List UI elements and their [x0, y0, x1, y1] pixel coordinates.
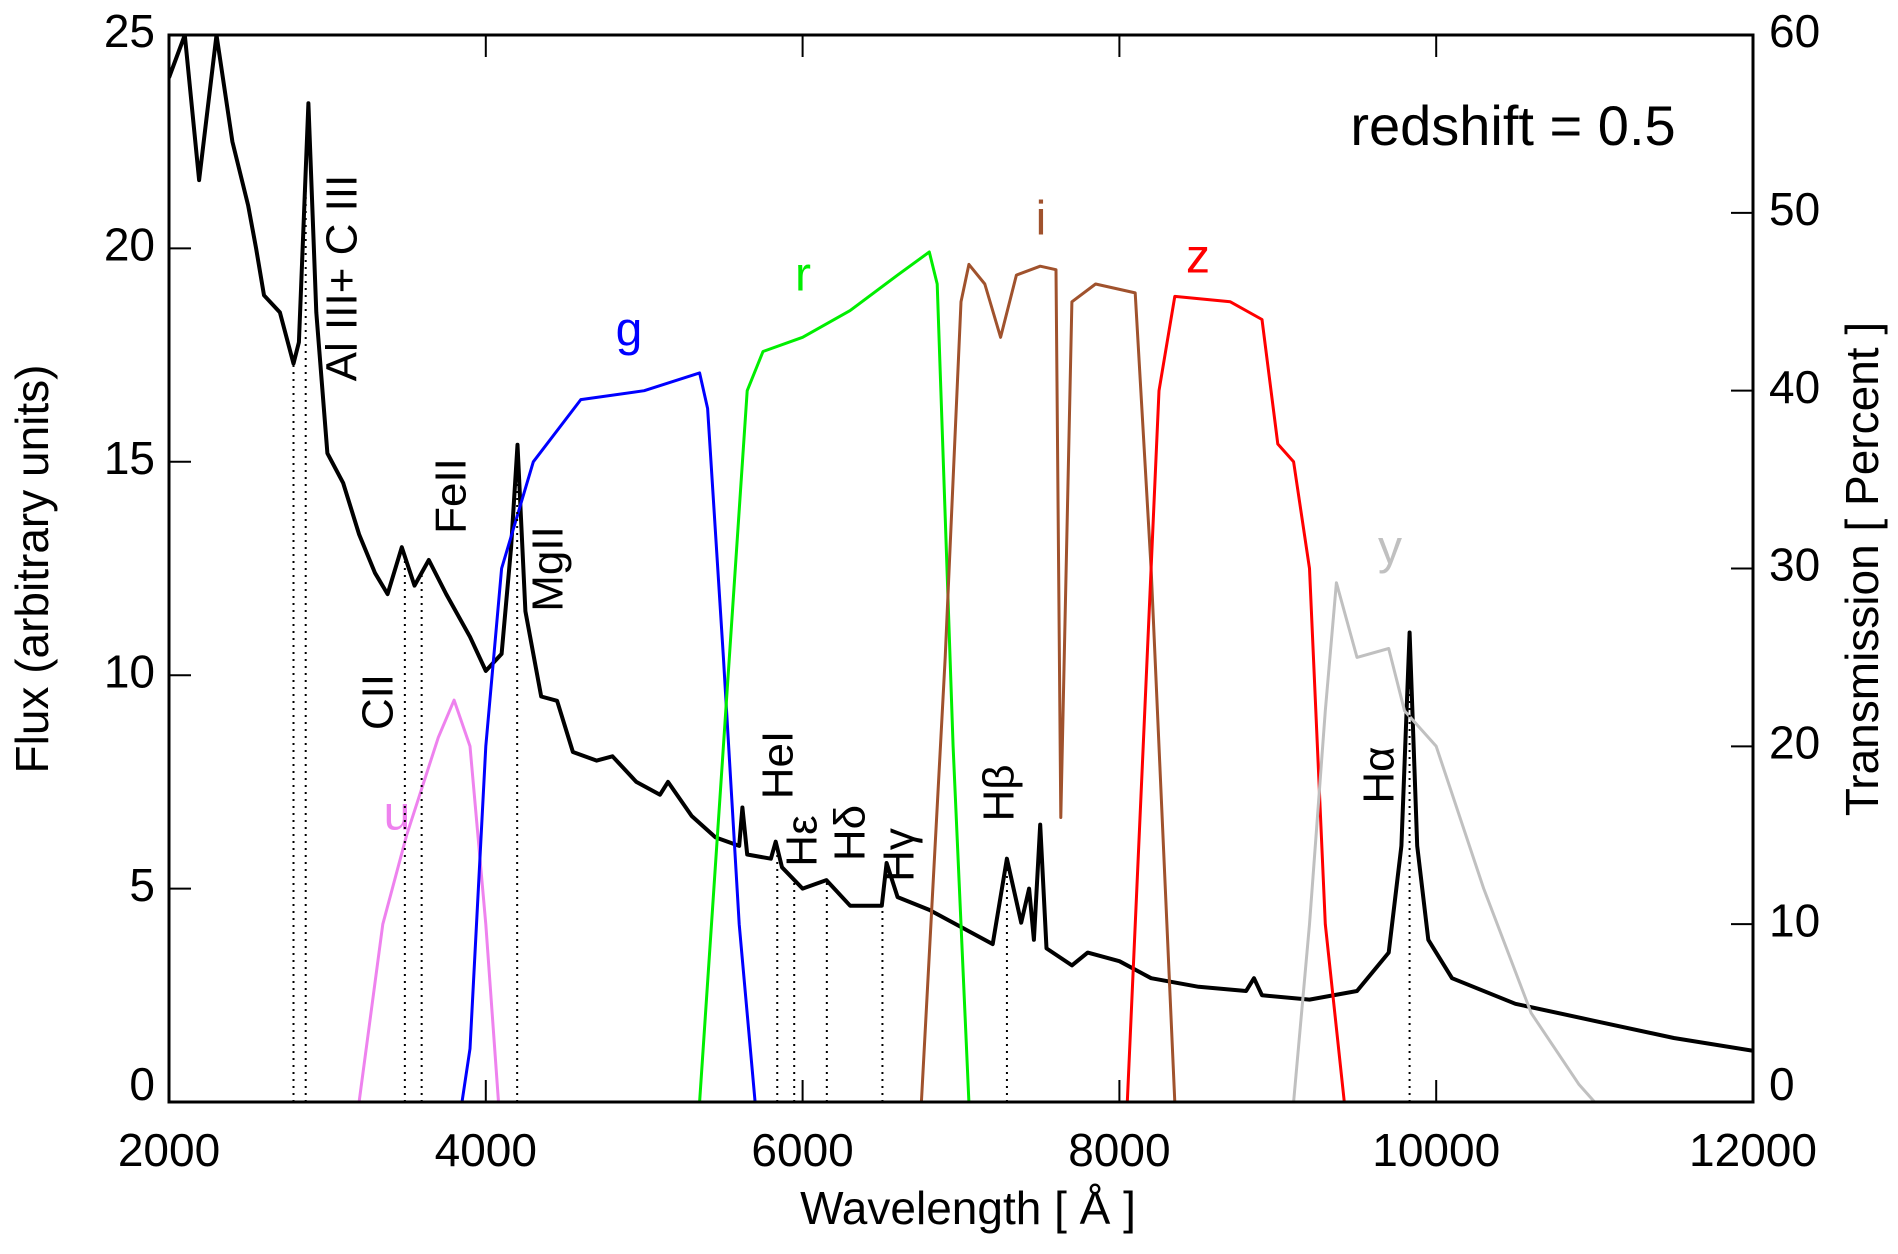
y2-tick-label: 30 [1769, 539, 1820, 591]
x-tick-label: 6000 [751, 1124, 853, 1176]
y2-tick-label: 50 [1769, 183, 1820, 235]
filter-label: i [1036, 193, 1047, 246]
filter-label: r [795, 249, 811, 302]
plot-frame [167, 33, 1755, 1104]
y-tick-label: 25 [104, 5, 155, 57]
line-label: MgII [524, 526, 573, 612]
y-tick-label: 0 [129, 1058, 155, 1110]
line-label: Al III+ C III [318, 175, 367, 382]
x-tick-label: 4000 [435, 1124, 537, 1176]
line-label: Hβ [975, 764, 1024, 821]
y2-tick-label: 40 [1769, 361, 1820, 413]
filter-curve [1125, 294, 1346, 1102]
line-label: Hα [1355, 746, 1404, 803]
x-tick-label: 12000 [1689, 1124, 1817, 1176]
filter-curve [460, 371, 757, 1102]
y-tick-label: 5 [129, 859, 155, 911]
line-label: CII [354, 674, 403, 730]
filter-curve [919, 262, 1177, 1102]
filter-label: z [1186, 231, 1210, 284]
plot-area [169, 35, 1753, 1102]
y2-tick-label: 60 [1769, 5, 1820, 57]
filter-curve [698, 250, 971, 1102]
line-label: Hε [778, 815, 827, 866]
filter-label: u [384, 788, 411, 841]
redshift-note: redshift = 0.5 [1350, 94, 1675, 157]
filter-curve [1292, 581, 1596, 1102]
line-label: FeII [427, 458, 476, 534]
line-label: HeI [754, 731, 803, 799]
y2-axis-label: Transmission [ Percent ] [1836, 322, 1888, 816]
x-tick-label: 8000 [1068, 1124, 1170, 1176]
filter-label: y [1378, 522, 1402, 575]
spectrum-line [169, 35, 1753, 1053]
line-label: Hδ [826, 805, 875, 861]
filter-curve [357, 698, 500, 1102]
x-axis-label: Wavelength [ Å ] [800, 1182, 1136, 1234]
y2-tick-label: 10 [1769, 894, 1820, 946]
filter-label: g [616, 304, 643, 357]
x-tick-label: 10000 [1372, 1124, 1500, 1176]
y-tick-label: 10 [104, 645, 155, 697]
x-tick-label: 2000 [118, 1124, 220, 1176]
y-axis-label: Flux (arbitrary units) [6, 365, 58, 774]
line-label: Hγ [875, 828, 924, 882]
y-tick-label: 20 [104, 219, 155, 271]
y2-tick-label: 0 [1769, 1058, 1795, 1110]
y2-tick-label: 20 [1769, 716, 1820, 768]
y-tick-label: 15 [104, 432, 155, 484]
